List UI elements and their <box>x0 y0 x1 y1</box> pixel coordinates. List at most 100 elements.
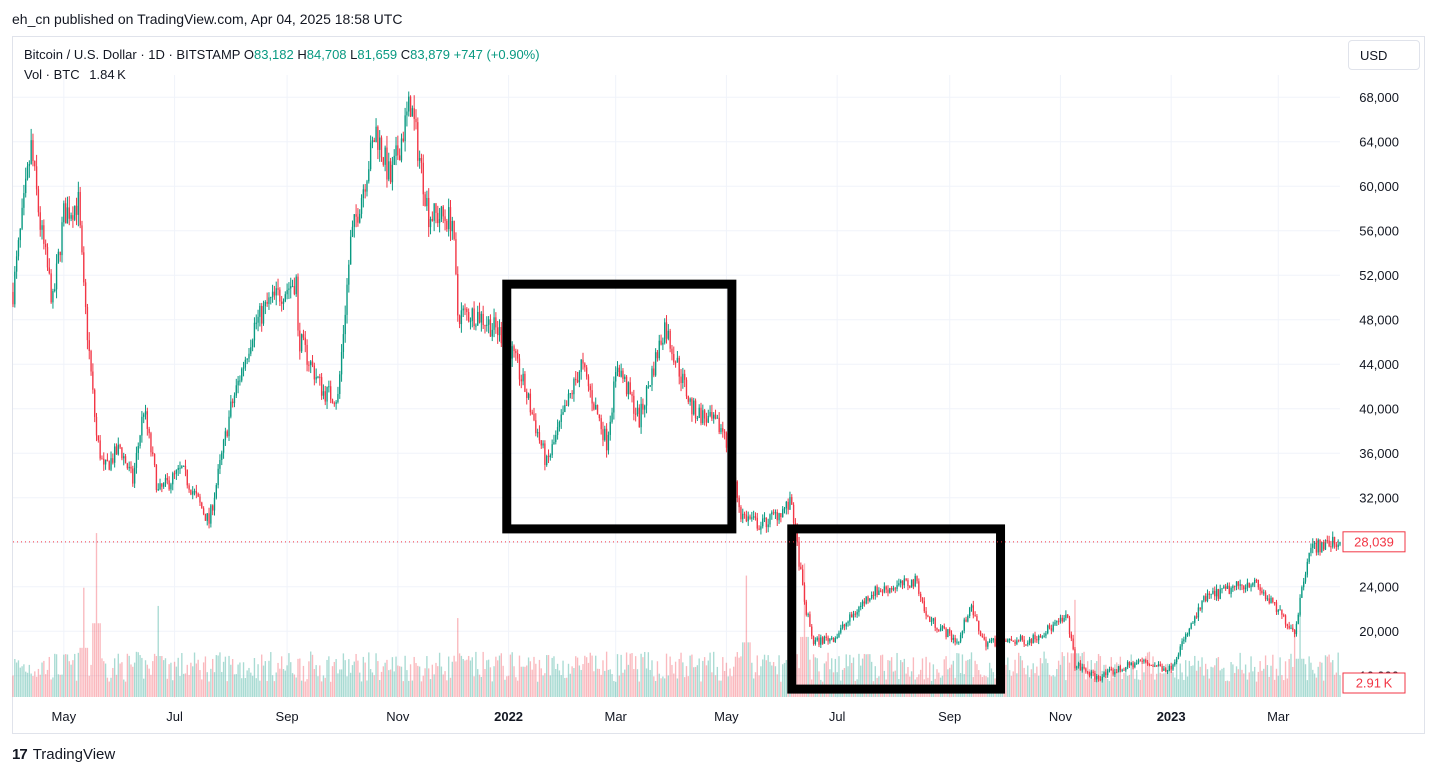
volume-bar <box>598 668 601 697</box>
volume-bar <box>324 677 326 697</box>
candle-body <box>466 308 468 313</box>
volume-bar <box>72 660 74 697</box>
volume-bar <box>805 636 807 697</box>
volume-bar <box>511 652 513 697</box>
volume-label[interactable]: Vol · BTC <box>24 67 80 82</box>
candle-body <box>693 400 695 415</box>
volume-bar <box>1041 663 1043 697</box>
volume-bar <box>816 658 818 697</box>
candle-body <box>1312 543 1314 548</box>
candle-body <box>1143 660 1145 662</box>
highlight-rectangle[interactable] <box>502 279 737 534</box>
volume-bar <box>883 670 886 697</box>
candle-body <box>872 594 875 596</box>
candle-body <box>1293 630 1296 635</box>
volume-bar <box>400 666 403 697</box>
candle-body <box>221 452 223 461</box>
volume-bar <box>1261 670 1263 697</box>
candle-body <box>1210 593 1212 595</box>
price-tick-label: 48,000 <box>1359 312 1399 327</box>
volume-bar <box>1050 676 1053 697</box>
candle-body <box>981 636 984 638</box>
volume-bar <box>1157 666 1160 697</box>
candle-body <box>551 444 553 456</box>
candle-body <box>497 327 499 336</box>
volume-bar <box>509 654 512 697</box>
symbol-title[interactable]: Bitcoin / U.S. Dollar · 1D · BITSTAMP <box>24 47 241 62</box>
candle-body <box>406 111 408 116</box>
candle-body <box>1333 536 1336 545</box>
volume-bar <box>25 671 27 697</box>
volume-bar <box>595 655 597 697</box>
high-value: 84,708 <box>306 47 347 62</box>
volume-bar <box>221 671 223 697</box>
candle-body <box>1241 584 1243 586</box>
candle-body <box>1034 634 1036 640</box>
volume-bar <box>235 674 237 697</box>
time-tick-label: Nov <box>386 709 410 724</box>
open-value: 83,182 <box>253 47 294 62</box>
candle-body <box>284 294 286 302</box>
volume-bar <box>754 672 757 697</box>
price-tick-label: 44,000 <box>1359 357 1399 372</box>
candle-body <box>355 214 357 217</box>
candle-body <box>99 440 101 459</box>
tradingview-logo[interactable]: 17 TradingView <box>12 746 115 763</box>
candle-body <box>673 354 675 363</box>
candle-body <box>422 162 424 195</box>
volume-bar <box>1186 676 1189 697</box>
volume-bar <box>373 675 375 697</box>
volume-bar <box>1230 662 1232 697</box>
volume-bar <box>84 647 87 697</box>
volume-bar <box>778 655 780 697</box>
candle-body <box>700 407 702 424</box>
volume-bar <box>1132 664 1134 697</box>
candle-body <box>811 626 813 637</box>
volume-bar <box>1288 659 1290 697</box>
candle-body <box>404 115 406 142</box>
candle-body <box>1175 658 1178 662</box>
candle-body <box>1185 634 1187 640</box>
volume-bar <box>585 657 588 697</box>
candle-body <box>696 417 699 419</box>
candle-body <box>57 251 60 264</box>
volume-bar <box>950 664 953 697</box>
volume-bar <box>126 653 129 697</box>
volume-bar <box>88 675 90 697</box>
candle-body <box>55 263 58 290</box>
volume-bar <box>369 669 372 697</box>
candle-body <box>1226 585 1229 589</box>
candle-body <box>1050 628 1053 631</box>
candle-body <box>664 322 666 343</box>
candle-body <box>35 166 38 190</box>
volume-bar <box>823 663 826 697</box>
volume-bar <box>1052 675 1054 697</box>
volume-bar <box>776 674 778 697</box>
volume-bar <box>564 677 566 697</box>
currency-button[interactable]: USD <box>1348 40 1420 70</box>
last-price-tag <box>1342 531 1406 553</box>
volume-bar <box>337 673 339 697</box>
candle-body <box>602 429 604 441</box>
volume-bar <box>308 661 310 697</box>
volume-bar <box>489 667 492 697</box>
volume-bar <box>112 667 114 697</box>
candle-body <box>458 315 461 325</box>
volume-bar <box>299 658 301 697</box>
volume-bar <box>1295 658 1298 697</box>
highlight-rectangle[interactable] <box>787 524 1006 694</box>
candle-body <box>1016 640 1018 644</box>
volume-bar <box>413 656 415 697</box>
volume-bar <box>1181 672 1183 697</box>
candle-body <box>248 353 250 359</box>
candle-body <box>286 289 288 295</box>
candle-body <box>413 108 415 119</box>
volume-bar <box>63 654 65 697</box>
candle-body <box>1275 602 1278 612</box>
volume-bar <box>925 656 927 697</box>
volume-bar <box>1263 668 1265 697</box>
candle-body <box>889 588 891 593</box>
candle-body <box>653 368 655 376</box>
candle-body <box>642 403 644 410</box>
